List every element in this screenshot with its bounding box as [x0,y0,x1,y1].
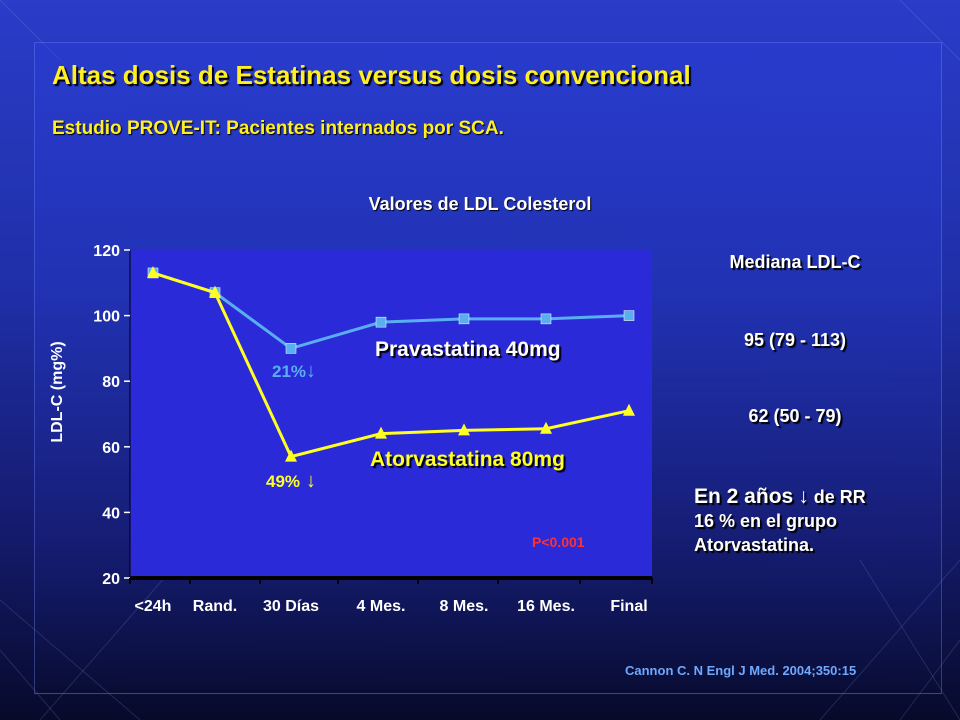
p-value: P<0.001 [532,534,585,550]
x-tick-label: Rand. [193,598,237,615]
data-point-atorvastatina [285,449,297,462]
y-axis-label: LDL-C (mg%) [49,341,66,442]
slide-subtitle: Estudio PROVE-IT: Pacientes internados p… [52,118,504,139]
data-point-pravastatina [375,316,387,328]
data-point-pravastatina [458,313,470,325]
note-prefix: En 2 años [694,485,794,508]
atorva-drop-value: 49% [266,472,300,491]
median-heading: Mediana LDL-C [729,252,861,272]
down-arrow-icon: ↓ [306,360,316,382]
y-tick-label: 100 [93,309,120,326]
chart-title: Valores de LDL Colesterol [369,194,592,214]
atorva-drop-label: 49% ↓ [266,470,316,492]
data-point-pravastatina [623,310,635,321]
data-point-atorvastatina [458,423,470,436]
y-tick-label: 20 [102,571,120,588]
y-tick-label: 80 [102,374,120,391]
citation: Cannon C. N Engl J Med. 2004;350:15 [625,663,857,678]
x-tick-label: 30 Días [263,598,319,615]
series-label-atorvastatina: Atorvastatina 80mg [370,448,565,471]
slide-title: Altas dosis de Estatinas versus dosis co… [52,60,691,90]
data-point-pravastatina [285,343,297,354]
y-tick-label: 60 [102,440,120,457]
note-line-1: En 2 años ↓ de RR [694,485,934,509]
data-point-atorvastatina [623,403,635,416]
data-point-pravastatina [540,313,552,325]
note-line-2: 16 % en el grupo [694,511,838,531]
data-point-atorvastatina [147,265,159,278]
atorva-median: 62 (50 - 79) [748,406,842,426]
prava-median: 95 (79 - 113) [743,330,847,350]
data-point-atorvastatina [375,426,387,439]
risk-reduction-note: En 2 años ↓ de RR 16 % en el grupo Atorv… [694,485,934,557]
data-point-atorvastatina [540,421,552,434]
x-axis: <24h Rand. 30 Días 4 Mes. 8 Mes. 16 Mes. Final [129,576,653,615]
note-line-3: Atorvastatina. [694,535,815,555]
x-tick-label: 8 Mes. [440,598,489,615]
prava-drop-label: 21%↓ [272,360,316,382]
x-tick-label: <24h [135,598,172,615]
series-layer [147,265,635,462]
x-tick-label: 4 Mes. [357,598,406,615]
y-axis: 20 40 60 80 100 120 [93,243,131,588]
series-label-pravastatina: Pravastatina 40mg [375,338,561,361]
x-tick-label: 16 Mes. [517,598,575,615]
note-rest: de RR [813,487,866,507]
data-point-atorvastatina [209,285,221,298]
prava-drop-value: 21% [272,362,306,381]
x-tick-label: Final [610,598,647,615]
y-tick-label: 120 [93,243,120,260]
plot-area [130,250,652,578]
down-arrow-icon: ↓ [798,485,809,508]
down-arrow-icon: ↓ [306,470,316,492]
y-tick-label: 40 [102,505,120,522]
